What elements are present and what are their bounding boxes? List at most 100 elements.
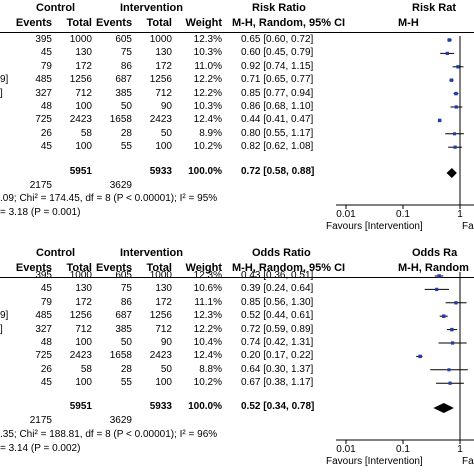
study-label-fragment: 9]	[0, 74, 9, 86]
study-label-fragment: ]	[0, 87, 3, 99]
total2-cell: 50	[160, 127, 172, 139]
col-total2: Total	[146, 17, 172, 29]
col-total2: Total	[146, 262, 172, 274]
events1-cell: 45	[40, 47, 52, 59]
study-point	[452, 132, 457, 136]
study-point	[447, 38, 452, 42]
col-events1: Events	[15, 262, 52, 274]
total2-cell: 130	[155, 283, 172, 295]
estimate-cell: 0.85 [0.56, 1.30]	[241, 296, 314, 308]
col-total1: Total	[66, 262, 92, 274]
weight-cell: 12.4%	[193, 114, 222, 126]
events1-cell: 327	[35, 87, 52, 99]
estimate-cell: 0.44 [0.41, 0.47]	[241, 114, 314, 126]
events2-cell: 55	[120, 377, 132, 389]
estimate-cell: 0.20 [0.17, 0.22]	[241, 350, 314, 362]
estimate-cell: 0.67 [0.38, 1.17]	[241, 377, 314, 389]
estimate-cell: 0.92 [0.74, 1.15]	[241, 60, 314, 72]
measure-header: Risk Ratio	[252, 2, 306, 14]
col-method: M-H, Random, 95% CI	[232, 17, 346, 29]
total2-cell: 2423	[149, 114, 172, 126]
total2-cell: 1256	[149, 310, 172, 322]
axis-tick-label: 0.01	[336, 444, 356, 455]
header-underline	[0, 277, 474, 278]
events2-cell: 385	[115, 87, 132, 99]
total1-cell: 58	[80, 363, 92, 375]
study-point	[442, 314, 446, 318]
events2-total: 3629	[109, 415, 132, 426]
total1-cell: 2423	[69, 114, 92, 126]
events2-cell: 28	[120, 363, 132, 375]
events2-cell: 605	[115, 34, 132, 45]
events2-cell: 385	[115, 323, 132, 335]
events1-cell: 45	[40, 377, 52, 389]
weight-cell: 12.2%	[193, 323, 222, 335]
events1-total: 2175	[29, 180, 52, 191]
col-events2: Events	[96, 262, 133, 274]
favours-right-label: Fa	[462, 456, 474, 467]
estimate-cell: 0.60 [0.45, 0.79]	[241, 47, 314, 59]
events1-cell: 725	[35, 114, 52, 126]
estimate-cell: 0.86 [0.68, 1.10]	[241, 101, 314, 112]
group1-header: Control	[36, 247, 76, 259]
weight-cell: 12.3%	[193, 310, 222, 322]
col-method-right: M-H, Random	[398, 262, 469, 274]
weight-total: 100.0%	[188, 166, 222, 177]
axis-tick-label: 1	[457, 209, 463, 220]
total2-cell: 100	[155, 141, 172, 153]
total2-cell: 1000	[149, 270, 172, 281]
estimate-cell: 0.39 [0.24, 0.64]	[241, 283, 314, 295]
study-point	[449, 78, 454, 82]
total2-cell: 712	[155, 323, 172, 335]
study-point	[447, 368, 451, 372]
study-point	[450, 341, 455, 345]
events2-cell: 605	[115, 270, 132, 281]
heterogeneity-text: .09; Chi² = 174.45, df = 8 (P < 0.00001)…	[0, 193, 218, 204]
total1-cell: 172	[75, 60, 92, 72]
study-label-fragment: ]	[0, 323, 3, 335]
study-point	[437, 274, 441, 278]
estimate-cell: 0.85 [0.77, 0.94]	[241, 87, 314, 99]
weight-cell: 10.4%	[193, 337, 222, 348]
group2-header: Intervention	[120, 247, 183, 259]
axis-tick-label: 0.1	[396, 444, 410, 455]
study-point	[453, 145, 457, 149]
events2-total: 3629	[109, 180, 132, 191]
events1-total: 2175	[29, 415, 52, 426]
estimate-cell: 0.64 [0.30, 1.37]	[241, 363, 314, 375]
total1-cell: 1000	[69, 270, 92, 281]
events2-cell: 1658	[109, 114, 132, 126]
heterogeneity-text: .35; Chi² = 188.81, df = 8 (P < 0.00001)…	[0, 429, 218, 440]
measure-header-right: Odds Ra	[412, 247, 458, 259]
total2-cell: 50	[160, 363, 172, 375]
total1-cell: 100	[75, 377, 92, 389]
estimate-cell: 0.80 [0.55, 1.17]	[241, 127, 314, 139]
study-point	[454, 105, 458, 109]
total2-cell: 100	[155, 377, 172, 389]
estimate-cell: 0.74 [0.42, 1.31]	[241, 337, 314, 348]
study-point	[445, 51, 449, 56]
total1-cell: 1256	[69, 74, 92, 86]
total1-cell: 712	[75, 87, 92, 99]
pooled-diamond	[433, 403, 454, 413]
events1-cell: 45	[40, 141, 52, 153]
total2-cell: 172	[155, 296, 172, 308]
events1-cell: 48	[40, 337, 52, 348]
weight-cell: 8.8%	[199, 363, 222, 375]
weight-cell: 12.3%	[193, 34, 222, 45]
estimate-cell: 0.65 [0.60, 0.72]	[241, 34, 314, 45]
study-point	[448, 381, 452, 385]
events1-cell: 26	[40, 127, 52, 139]
estimate-total: 0.72 [0.58, 0.88]	[241, 166, 315, 177]
events2-cell: 75	[120, 283, 132, 295]
axis-tick-label: 0.1	[396, 209, 410, 220]
total1-cell: 130	[75, 283, 92, 295]
events2-cell: 75	[120, 47, 132, 59]
weight-cell: 10.3%	[193, 101, 222, 112]
events1-cell: 45	[40, 283, 52, 295]
col-method: M-H, Random, 95% CI	[232, 262, 346, 274]
weight-cell: 10.2%	[193, 377, 222, 389]
total1-cell: 1256	[69, 310, 92, 322]
weight-cell: 11.0%	[194, 60, 222, 72]
